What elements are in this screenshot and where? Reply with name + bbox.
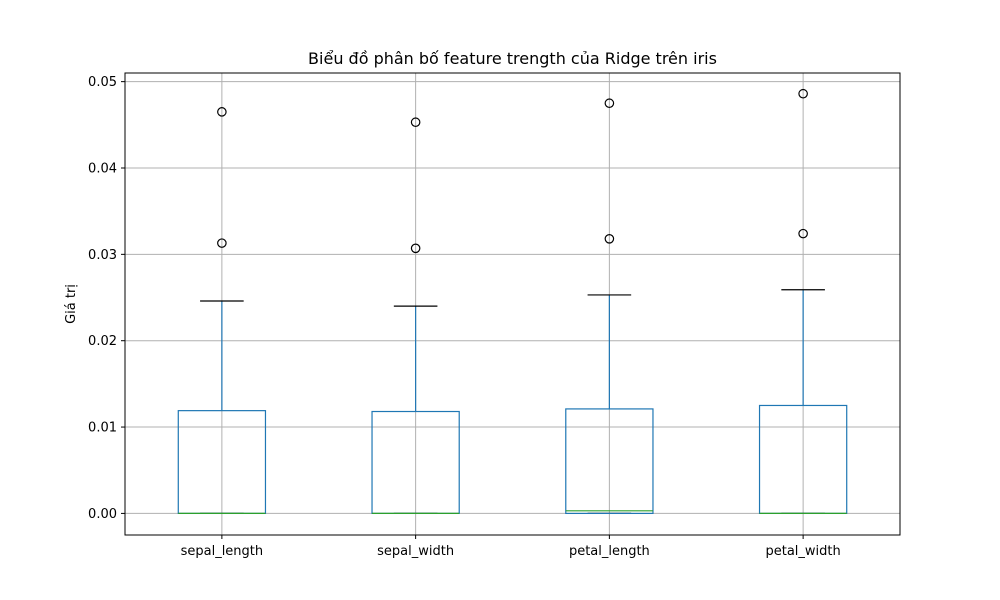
outlier-point <box>604 234 615 244</box>
outlier-point <box>798 228 808 239</box>
x-tick-label: sepal_length <box>181 544 264 559</box>
y-tick-label: 0.02 <box>88 334 117 349</box>
y-tick-label: 0.03 <box>88 248 117 263</box>
y-tick-label: 0.00 <box>88 507 117 522</box>
y-axis-label: Giá trị <box>64 284 79 324</box>
outlier-point <box>604 98 615 109</box>
plot-frame <box>124 72 901 536</box>
x-tick-label: sepal_width <box>377 544 454 559</box>
outlier-point <box>410 243 421 254</box>
x-tick-label: petal_length <box>569 544 650 559</box>
x-tick-label: petal_width <box>765 544 840 559</box>
box-sepal_length <box>177 107 267 515</box>
y-tick-label: 0.05 <box>88 75 117 90</box>
axis-ticks: 0.00 0.01 0.02 0.03 0.04 0.05 sepal_length sepa… <box>88 75 841 559</box>
outlier-point <box>410 117 421 128</box>
box-layer <box>177 88 848 515</box>
outlier-point <box>217 238 227 248</box>
outlier-point <box>798 88 808 99</box>
box-sepal_width <box>371 117 460 515</box>
y-tick-label: 0.01 <box>88 421 117 436</box>
chart-title: Biểu đồ phân bố feature trength của Ridg… <box>308 49 717 68</box>
box-petal_length <box>565 98 654 515</box>
iqr-box <box>565 408 654 515</box>
box-petal_width <box>758 88 848 515</box>
y-tick-label: 0.04 <box>88 161 117 176</box>
outlier-point <box>217 107 227 117</box>
